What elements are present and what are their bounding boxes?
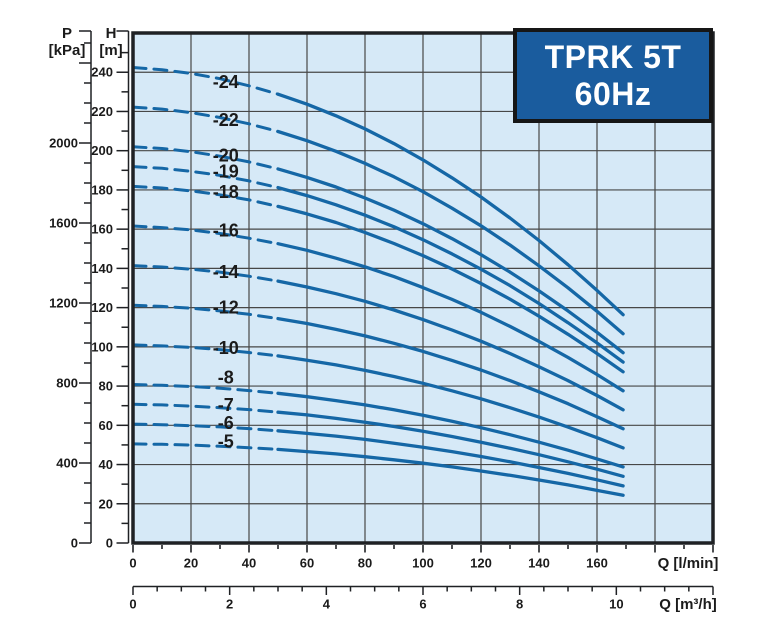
curve-label-19: -19 [213,162,239,182]
pump-curves [131,66,625,497]
q-m3h-tick-label-6: 6 [419,597,426,612]
p-axis-tick-label-1200: 1200 [49,296,78,311]
pump-curve-12-dashed [131,303,280,321]
p-axis-tick-label-2000: 2000 [49,136,78,151]
curve-label-7: -7 [218,395,234,415]
p-axis-title: P [61,25,72,42]
p-axis-unit: [kPa] [48,42,86,59]
chart-title-model: TPRK 5T [544,38,682,75]
h-axis-header: H [m] [82,25,140,59]
pump-curve-16 [276,242,625,393]
h-axis-title: H [105,25,117,42]
q-lmin-tick-label-80: 80 [358,556,372,571]
h-axis-tick-label-20: 20 [99,496,113,511]
p-axis [79,30,92,544]
p-axis-header: P [kPa] [36,25,98,59]
h-axis-tick-label-140: 140 [91,261,113,276]
pump-curve-7-dashed [131,402,280,414]
h-axis-unit: [m] [99,42,123,59]
h-axis-tick-label-180: 180 [91,182,113,197]
pump-curve-20 [276,167,625,355]
curve-label-24: -24 [213,72,239,92]
q-lmin-tick-label-120: 120 [470,556,492,571]
pump-curve-18-dashed [131,184,280,208]
p-axis-tick-label-1600: 1600 [49,216,78,231]
curve-label-16: -16 [213,220,239,240]
plot-frame [131,31,715,545]
pump-curve-5 [276,447,625,497]
q-lmin-tick-label-160: 160 [586,556,608,571]
q-m3h-tick-labels: 0 2 4 6 8 10 [129,597,623,612]
curve-label-5: -5 [218,432,234,452]
chart-title-box: TPRK 5T 60Hz [513,28,713,123]
pump-curve-14 [276,279,625,412]
q-lmin-tick-labels: 0 20 40 60 80 100 120 140 160 [129,556,607,571]
h-axis-tick-label-120: 120 [91,300,113,315]
h-axis-tick-labels: 0 20 40 60 80 100 120 140 160 180 200 220 240 [91,65,113,551]
curve-label-14: -14 [213,262,239,282]
q-m3h-axis-label: Q [m³/h] [659,596,717,613]
h-axis-tick-label-160: 160 [91,222,113,237]
q-m3h-tick-label-8: 8 [516,597,523,612]
q-m3h-tick-label-4: 4 [323,597,331,612]
pump-curve-24-dashed [131,66,280,96]
curve-label-18: -18 [213,182,239,202]
p-axis-tick-labels: 0 400 800 1200 1600 2000 [49,136,78,551]
q-lmin-axis-label: Q [l/min] [657,555,719,572]
pump-curve-20-dashed [131,145,280,171]
h-axis-tick-label-100: 100 [91,339,113,354]
pump-curve-24 [276,92,625,317]
pump-curve-5-dashed [131,442,280,451]
chart-title-frequency: 60Hz [574,75,652,112]
pump-curve-6-dashed [131,422,280,433]
q-m3h-tick-label-2: 2 [226,597,233,612]
pump-curve-7 [276,410,625,478]
curve-label-8: -8 [218,368,234,388]
curve-label-6: -6 [218,413,234,433]
pump-curve-16-dashed [131,224,280,246]
pump-curve-8-dashed [131,383,280,395]
pump-curve-18 [276,204,625,374]
curve-labels: -24 -22 -20-19-18 -16 -14 -12 -10 -8 -7-6-5 [213,72,239,451]
p-axis-tick-label-0: 0 [71,536,78,551]
pump-curve-14-dashed [131,264,280,283]
pump-curve-19-dashed [131,165,280,190]
h-axis-tick-label-80: 80 [99,379,113,394]
h-axis-tick-label-220: 220 [91,104,113,119]
q-lmin-tick-label-0: 0 [129,556,136,571]
q-m3h-tick-label-0: 0 [129,597,136,612]
h-axis-tick-label-40: 40 [99,457,113,472]
h-axis-tick-label-0: 0 [106,536,113,551]
curve-label-22: -22 [213,110,239,130]
q-lmin-axis [132,545,714,553]
curve-label-10: -10 [213,338,239,358]
pump-curve-10-dashed [131,343,280,358]
pump-curve-22-dashed [131,105,280,133]
curve-label-20: -20 [213,145,239,165]
h-axis-tick-label-240: 240 [91,65,113,80]
pump-curve-6 [276,429,625,488]
pump-curve-19 [276,185,625,364]
h-axis-tick-label-60: 60 [99,418,113,433]
q-lmin-tick-label-60: 60 [300,556,314,571]
h-axis [116,30,130,544]
q-lmin-tick-label-40: 40 [242,556,256,571]
p-axis-tick-label-400: 400 [56,456,78,471]
pump-curve-12 [276,316,625,431]
q-m3h-tick-label-10: 10 [609,597,623,612]
pump-curve-8 [276,391,625,469]
q-lmin-tick-label-20: 20 [184,556,198,571]
pump-curve-22 [276,129,625,336]
q-m3h-axis [132,585,714,595]
p-axis-tick-label-800: 800 [56,376,78,391]
q-lmin-tick-label-140: 140 [528,556,550,571]
h-axis-tick-label-200: 200 [91,143,113,158]
q-lmin-tick-label-100: 100 [412,556,434,571]
curve-label-12: -12 [213,298,239,318]
pump-curve-10 [276,354,625,450]
